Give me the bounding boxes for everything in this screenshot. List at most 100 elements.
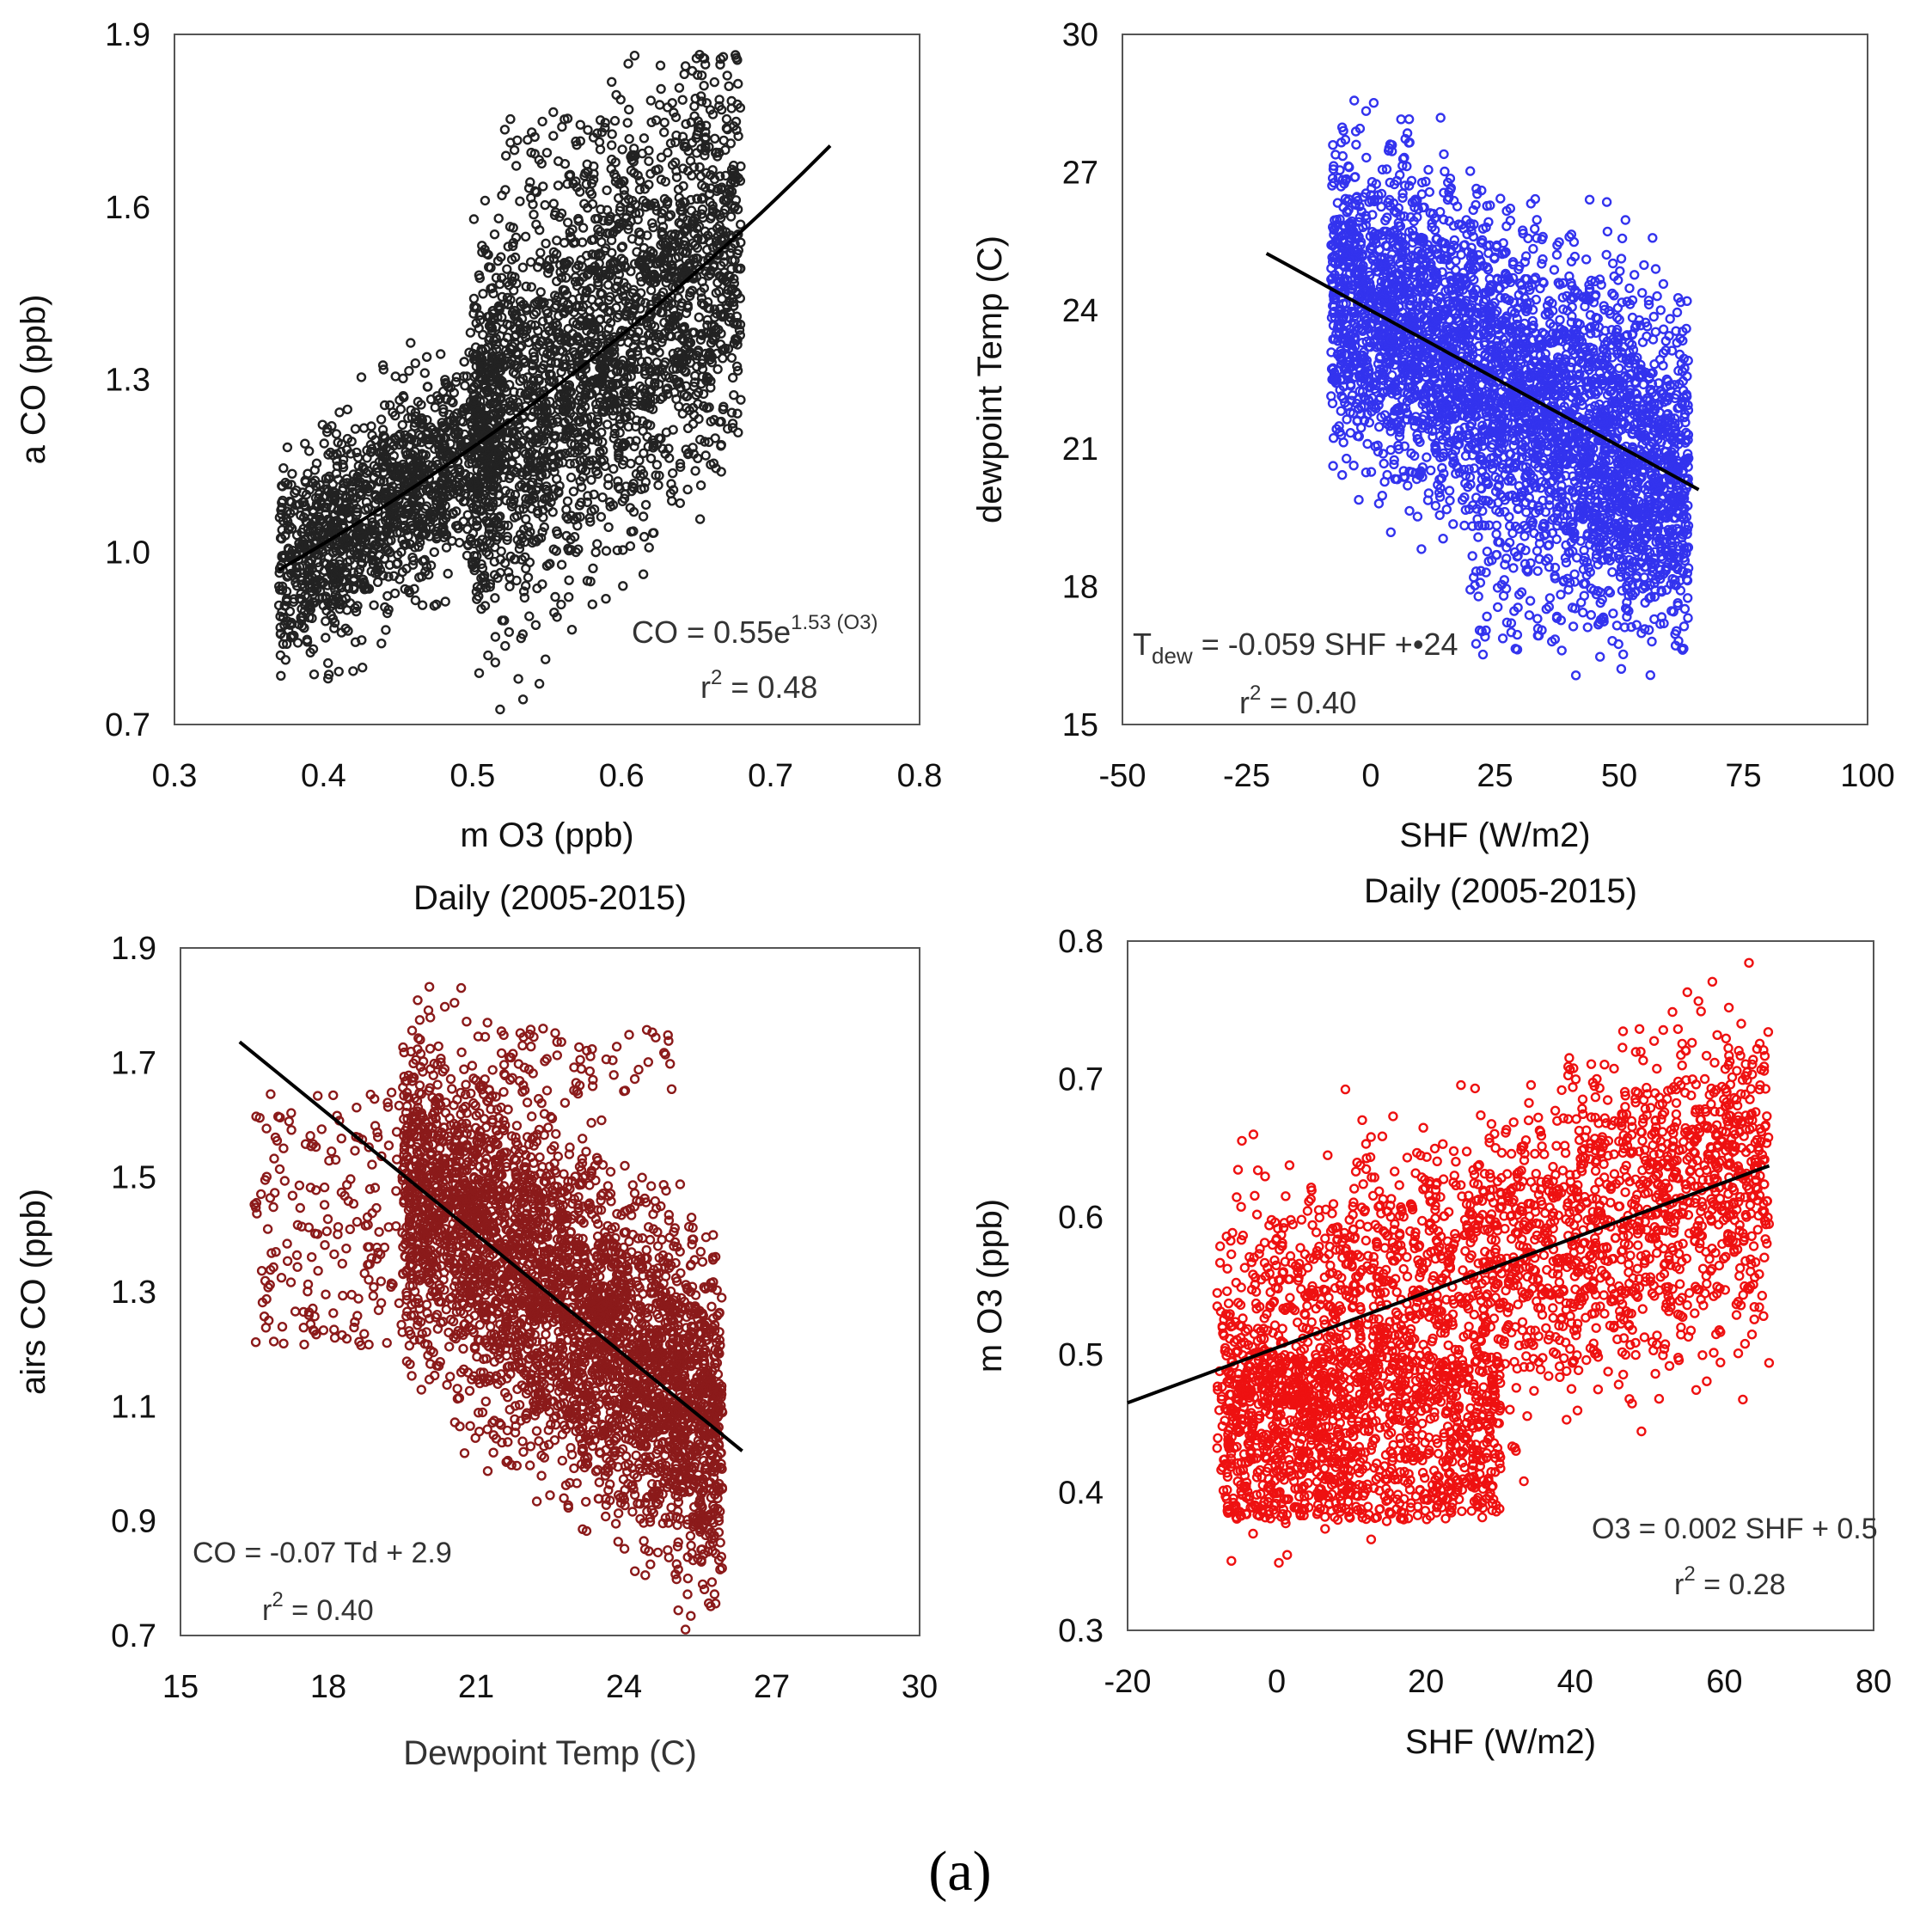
data-point xyxy=(629,50,640,61)
data-point xyxy=(640,499,651,511)
data-point xyxy=(327,614,339,624)
data-point xyxy=(607,129,617,139)
data-point xyxy=(392,486,403,497)
data-point xyxy=(517,694,529,705)
data-point xyxy=(1581,254,1592,265)
data-point xyxy=(718,353,728,364)
data-point xyxy=(290,578,301,588)
data-point xyxy=(710,133,720,144)
data-point xyxy=(336,627,347,638)
data-point xyxy=(659,117,670,128)
data-point xyxy=(638,569,649,579)
data-point xyxy=(321,633,331,643)
data-point xyxy=(277,581,288,591)
data-point xyxy=(425,394,437,405)
data-point xyxy=(639,133,650,144)
data-point xyxy=(445,415,456,425)
data-point xyxy=(603,522,614,533)
data-point xyxy=(404,365,414,376)
data-point xyxy=(451,477,462,487)
data-point xyxy=(623,58,633,69)
data-point xyxy=(686,205,697,216)
data-point xyxy=(318,529,328,539)
data-point xyxy=(397,437,407,447)
data-point xyxy=(1368,97,1379,108)
data-point xyxy=(690,466,700,476)
data-point xyxy=(556,559,567,570)
data-point xyxy=(370,540,380,550)
data-point xyxy=(1594,651,1605,662)
data-point xyxy=(548,199,559,209)
data-point xyxy=(347,493,358,504)
data-point xyxy=(358,574,369,584)
data-point xyxy=(360,504,370,515)
data-point xyxy=(284,606,296,616)
data-point xyxy=(406,338,416,348)
data-point xyxy=(586,474,596,485)
data-point xyxy=(414,572,425,583)
data-point xyxy=(418,523,428,534)
data-point xyxy=(384,559,395,571)
data-point xyxy=(319,438,329,449)
data-point xyxy=(562,496,573,506)
data-point xyxy=(436,479,446,489)
data-point xyxy=(338,562,348,573)
data-point xyxy=(340,504,352,514)
data-point xyxy=(275,650,286,661)
data-point xyxy=(1438,534,1448,544)
data-point xyxy=(349,573,359,584)
data-point xyxy=(644,156,654,167)
data-point xyxy=(600,118,610,128)
data-point xyxy=(468,214,480,224)
data-point xyxy=(423,382,433,392)
data-point xyxy=(377,451,388,462)
data-point xyxy=(483,650,493,661)
data-point xyxy=(394,472,404,482)
data-point xyxy=(449,428,460,438)
data-point xyxy=(465,327,476,338)
data-point xyxy=(568,486,579,497)
x-tick-label: -50 xyxy=(1099,758,1146,794)
data-point xyxy=(379,553,390,564)
data-point xyxy=(677,95,688,105)
data-point xyxy=(448,509,458,519)
data-point xyxy=(588,563,598,573)
data-point xyxy=(438,492,449,503)
data-point xyxy=(367,517,377,528)
data-point xyxy=(438,433,449,443)
data-point xyxy=(321,591,331,602)
data-point xyxy=(710,433,720,443)
data-point xyxy=(454,427,464,437)
data-point xyxy=(394,394,405,406)
data-point xyxy=(297,621,308,632)
data-point xyxy=(645,95,656,106)
data-point xyxy=(608,463,619,474)
data-point xyxy=(304,446,315,456)
data-point xyxy=(443,482,454,492)
data-point xyxy=(1521,507,1532,517)
data-point xyxy=(413,396,424,407)
y-tick-label: 24 xyxy=(1062,293,1098,329)
data-point xyxy=(294,593,305,604)
data-point xyxy=(394,574,405,584)
data-point xyxy=(300,477,311,487)
data-point xyxy=(439,526,449,537)
data-point xyxy=(529,209,539,220)
x-tick-label: 75 xyxy=(1725,758,1761,794)
x-tick-label: 100 xyxy=(1840,758,1894,794)
fit-annotation: CO = 0.55e1.53 (O3) xyxy=(632,611,878,650)
data-point xyxy=(726,352,737,364)
data-point xyxy=(461,474,471,486)
data-point xyxy=(331,516,342,526)
data-point xyxy=(333,666,344,677)
data-point xyxy=(379,476,389,486)
data-point xyxy=(505,113,516,125)
data-point xyxy=(462,402,474,413)
data-point xyxy=(378,431,388,441)
y-tick-label: 1.9 xyxy=(105,17,150,53)
data-point xyxy=(499,125,511,135)
data-point xyxy=(277,524,287,535)
data-point xyxy=(314,562,324,572)
y-tick-label: 1.6 xyxy=(105,190,150,226)
data-point xyxy=(729,390,739,400)
